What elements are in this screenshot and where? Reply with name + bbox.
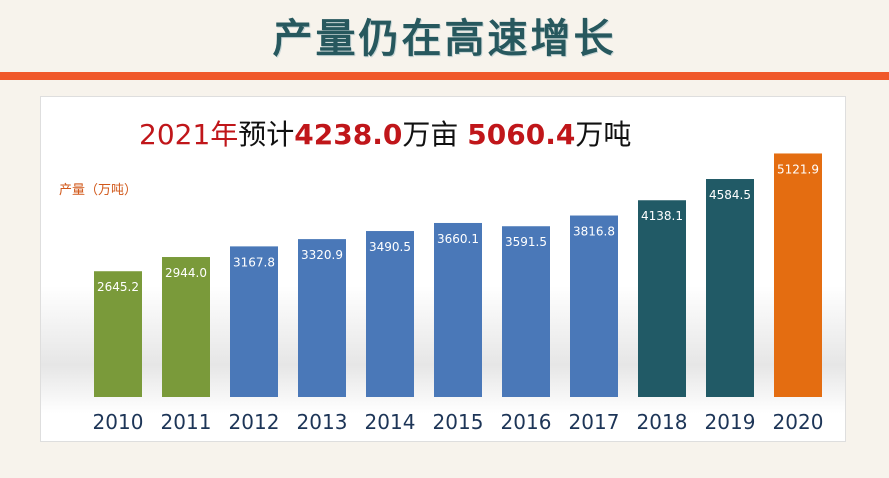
bar-2020: [774, 153, 822, 397]
x-tick-2014: 2014: [365, 410, 416, 434]
value-label-2019: 4584.5: [709, 188, 751, 202]
x-tick-2010: 2010: [93, 410, 144, 434]
bar-2015: [434, 222, 482, 397]
title-divider: [0, 72, 889, 80]
x-tick-2019: 2019: [705, 410, 756, 434]
x-tick-2013: 2013: [297, 410, 348, 434]
x-tick-2012: 2012: [229, 410, 280, 434]
value-label-2010: 2645.2: [97, 280, 139, 294]
x-tick-2015: 2015: [433, 410, 484, 434]
forecast-output-value: 5060.4: [467, 118, 576, 151]
x-tick-2016: 2016: [501, 410, 552, 434]
forecast-area-unit: 万亩: [402, 118, 459, 151]
value-label-2014: 3490.5: [369, 240, 411, 254]
value-label-2011: 2944.0: [165, 266, 207, 280]
bar-2011: [162, 257, 210, 397]
value-label-2018: 4138.1: [641, 209, 683, 223]
value-label-2017: 3816.8: [573, 225, 615, 239]
forecast-year: 2021年: [139, 118, 239, 151]
value-label-2020: 5121.9: [777, 162, 819, 176]
bar-2013: [298, 239, 346, 397]
bar-2014: [366, 231, 414, 397]
bar-2010: [94, 271, 142, 397]
value-label-2015: 3660.1: [437, 232, 479, 246]
y-axis-label: 产量（万吨）: [59, 183, 138, 198]
value-label-2012: 3167.8: [233, 255, 275, 269]
value-label-2016: 3591.5: [505, 235, 547, 249]
x-tick-2020: 2020: [773, 410, 824, 434]
forecast-output-unit: 万吨: [575, 118, 632, 151]
bar-chart: 2645.2 2010 2944.0 2011 3167.8 2012 3320.9 2013…: [93, 153, 824, 434]
chart-panel: 2021年预计4238.0万亩 5060.4万吨 产量（万吨） 2645.2 20…: [40, 96, 846, 442]
forecast-area-value: 4238.0: [294, 118, 403, 151]
bar-2017: [570, 215, 618, 397]
bar-2012: [230, 246, 278, 397]
bar-2019: [706, 179, 754, 397]
page-title: 产量仍在高速增长: [272, 16, 617, 62]
bar-2018: [638, 200, 686, 397]
x-tick-2017: 2017: [569, 410, 620, 434]
forecast-label: 预计: [238, 118, 295, 151]
bar-2016: [502, 226, 550, 397]
forecast-headline: 2021年预计4238.0万亩 5060.4万吨: [139, 113, 739, 153]
value-label-2013: 3320.9: [301, 248, 343, 262]
x-tick-2011: 2011: [161, 410, 212, 434]
x-tick-2018: 2018: [637, 410, 688, 434]
